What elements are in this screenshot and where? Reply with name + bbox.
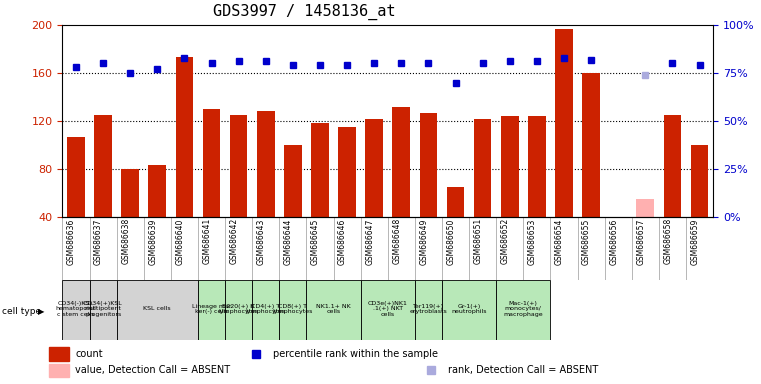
Bar <box>49 364 68 377</box>
Text: B220(+) B
lymphocytes: B220(+) B lymphocytes <box>218 304 259 314</box>
Text: Lineage mar
ker(-) cells: Lineage mar ker(-) cells <box>192 304 231 314</box>
Text: GSM686640: GSM686640 <box>175 218 184 265</box>
Bar <box>257 111 275 217</box>
Bar <box>664 115 681 217</box>
Bar <box>176 57 193 217</box>
Bar <box>279 280 307 340</box>
Bar <box>49 347 68 361</box>
Bar <box>496 280 550 340</box>
Bar <box>67 137 84 217</box>
Text: count: count <box>75 349 103 359</box>
Bar <box>90 280 116 340</box>
Bar <box>252 280 279 340</box>
Text: Mac-1(+)
monocytes/
macrophage: Mac-1(+) monocytes/ macrophage <box>504 301 543 317</box>
Bar <box>338 127 356 217</box>
Bar <box>393 107 410 217</box>
Bar <box>202 109 221 217</box>
Text: GSM686656: GSM686656 <box>609 218 618 265</box>
Bar <box>365 119 383 217</box>
Bar <box>311 123 329 217</box>
Bar <box>474 119 492 217</box>
Bar <box>94 115 112 217</box>
Text: CD34(-)KSL
hematopoiet
c stem cells: CD34(-)KSL hematopoiet c stem cells <box>56 301 96 317</box>
Text: GSM686651: GSM686651 <box>473 218 482 265</box>
Text: GSM686642: GSM686642 <box>230 218 239 265</box>
Text: cell type: cell type <box>2 306 40 316</box>
Bar <box>361 280 415 340</box>
Bar <box>528 116 546 217</box>
Bar <box>447 187 464 217</box>
Text: GSM686639: GSM686639 <box>148 218 158 265</box>
Text: GSM686652: GSM686652 <box>501 218 510 265</box>
Text: KSL cells: KSL cells <box>144 306 171 311</box>
Bar <box>307 280 361 340</box>
Text: CD3e(+)NK1
.1(+) NKT
cells: CD3e(+)NK1 .1(+) NKT cells <box>368 301 408 317</box>
Text: GSM686646: GSM686646 <box>338 218 347 265</box>
Text: GSM686650: GSM686650 <box>447 218 456 265</box>
Bar <box>501 116 518 217</box>
Text: CD4(+) T
lymphocytes: CD4(+) T lymphocytes <box>246 304 286 314</box>
Text: NK1.1+ NK
cells: NK1.1+ NK cells <box>316 304 351 314</box>
Text: value, Detection Call = ABSENT: value, Detection Call = ABSENT <box>75 366 230 376</box>
Text: GSM686647: GSM686647 <box>365 218 374 265</box>
Bar <box>442 280 496 340</box>
Text: ▶: ▶ <box>38 306 44 316</box>
Text: GSM686658: GSM686658 <box>664 218 673 265</box>
Text: GSM686657: GSM686657 <box>636 218 645 265</box>
Bar <box>636 199 654 217</box>
Text: percentile rank within the sample: percentile rank within the sample <box>273 349 438 359</box>
Bar <box>198 280 225 340</box>
Text: GSM686654: GSM686654 <box>555 218 564 265</box>
Text: GSM686649: GSM686649 <box>419 218 428 265</box>
Bar <box>555 28 573 217</box>
Text: GDS3997 / 1458136_at: GDS3997 / 1458136_at <box>213 4 396 20</box>
Bar <box>284 145 301 217</box>
Text: GSM686643: GSM686643 <box>256 218 266 265</box>
Bar <box>225 280 252 340</box>
Text: CD8(+) T
lymphocytes: CD8(+) T lymphocytes <box>272 304 313 314</box>
Bar <box>116 280 198 340</box>
Text: CD34(+)KSL
multipotent
progenitors: CD34(+)KSL multipotent progenitors <box>84 301 123 317</box>
Text: GSM686645: GSM686645 <box>311 218 320 265</box>
Text: Ter119(+)
erytroblasts: Ter119(+) erytroblasts <box>409 304 447 314</box>
Bar <box>121 169 139 217</box>
Bar <box>415 280 442 340</box>
Text: GSM686653: GSM686653 <box>528 218 537 265</box>
Text: GSM686659: GSM686659 <box>690 218 699 265</box>
Bar <box>419 113 438 217</box>
Text: GSM686636: GSM686636 <box>67 218 76 265</box>
Bar <box>148 166 166 217</box>
Text: GSM686638: GSM686638 <box>121 218 130 265</box>
Bar <box>582 73 600 217</box>
Text: GSM686655: GSM686655 <box>582 218 591 265</box>
Text: GSM686637: GSM686637 <box>94 218 103 265</box>
Text: GSM686644: GSM686644 <box>284 218 293 265</box>
Bar <box>230 115 247 217</box>
Bar <box>62 280 90 340</box>
Text: GSM686648: GSM686648 <box>392 218 401 265</box>
Text: Gr-1(+)
neutrophils: Gr-1(+) neutrophils <box>451 304 487 314</box>
Bar <box>610 217 627 243</box>
Text: GSM686641: GSM686641 <box>202 218 212 265</box>
Bar <box>691 145 708 217</box>
Text: rank, Detection Call = ABSENT: rank, Detection Call = ABSENT <box>448 366 598 376</box>
